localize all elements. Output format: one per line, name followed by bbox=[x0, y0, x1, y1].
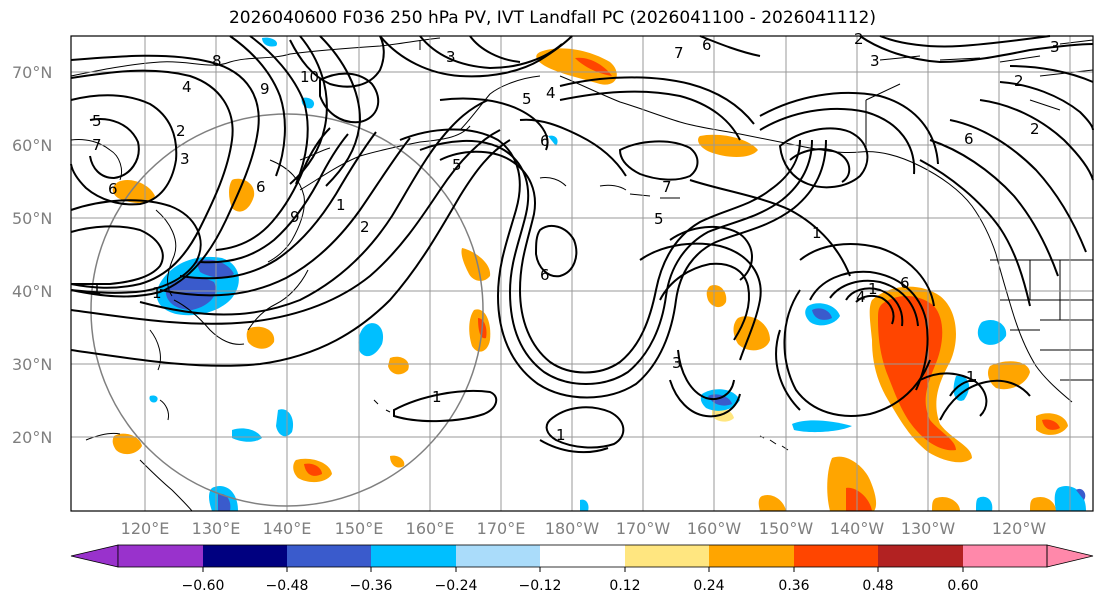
colorbar-tick-label: 0.12 bbox=[609, 578, 640, 594]
colorbar-bin bbox=[118, 545, 203, 567]
lat-label: 50°N bbox=[12, 209, 52, 228]
contour-label: 3 bbox=[1050, 38, 1060, 56]
pv-contours bbox=[70, 35, 1094, 454]
contour-label: 3 bbox=[870, 52, 880, 70]
colorbar: −0.60 −0.48 −0.36 −0.24 −0.12 0.12 0.24 … bbox=[70, 544, 1094, 594]
colorbar-tick-label: 0.36 bbox=[778, 578, 809, 594]
contour-label: 3 bbox=[446, 48, 456, 66]
lon-label: 160°E bbox=[406, 519, 455, 538]
contour-label: 5 bbox=[92, 112, 102, 130]
contour-label: 1 bbox=[812, 224, 822, 242]
contour-label: 9 bbox=[260, 80, 270, 98]
colorbar-bin bbox=[371, 545, 456, 567]
lat-label: 20°N bbox=[12, 428, 52, 447]
positive-shading bbox=[112, 48, 1068, 511]
colorbar-tick-label: −0.24 bbox=[435, 578, 478, 594]
lat-label: 40°N bbox=[12, 282, 52, 301]
colorbar-tick-label: −0.60 bbox=[182, 578, 225, 594]
contour-label: 1 bbox=[92, 280, 102, 298]
contour-label: 5 bbox=[452, 156, 462, 174]
contour-label: 6 bbox=[540, 266, 550, 284]
landfall-radius-circle bbox=[90, 113, 484, 507]
lat-label: 60°N bbox=[12, 136, 52, 155]
lon-label: 150°E bbox=[335, 519, 384, 538]
contour-label: 7 bbox=[674, 44, 684, 62]
longitude-labels: 120°E 130°E 140°E 150°E 160°E 170°E 180°… bbox=[121, 519, 1047, 538]
lon-label: 140°W bbox=[830, 519, 885, 538]
colorbar-tick-label: −0.48 bbox=[266, 578, 309, 594]
contour-label: 1 bbox=[556, 426, 566, 444]
contour-label: 6 bbox=[540, 132, 550, 150]
contour-label: 1 bbox=[432, 388, 442, 406]
colorbar-bin bbox=[287, 545, 371, 567]
contour-label: 6 bbox=[964, 130, 974, 148]
map-title: 2026040600 F036 250 hPa PV, IVT Landfall… bbox=[228, 8, 876, 28]
lat-label: 70°N bbox=[12, 63, 52, 82]
colorbar-bin bbox=[709, 545, 794, 567]
lon-label: 130°W bbox=[901, 519, 956, 538]
contour-label: 2 bbox=[1014, 72, 1024, 90]
colorbar-bin bbox=[456, 545, 540, 567]
contour-label: 2 bbox=[176, 122, 186, 140]
contour-label: 2 bbox=[854, 30, 864, 48]
contour-label: 7 bbox=[92, 136, 102, 154]
lon-label: 160°W bbox=[687, 519, 742, 538]
contour-label: 5 bbox=[522, 90, 532, 108]
contour-label: 9 bbox=[290, 208, 300, 226]
colorbar-tick-label: 0.24 bbox=[693, 578, 724, 594]
contour-label: 7 bbox=[662, 178, 672, 196]
contour-label: 6 bbox=[702, 36, 712, 54]
colorbar-tick-label: −0.12 bbox=[519, 578, 562, 594]
colorbar-tick-label: 0.60 bbox=[947, 578, 978, 594]
contour-labels: 8 9 10 5 4 7 6 3 2 1 1 6 9 2 1 3 5 4 6 2… bbox=[92, 30, 1060, 444]
map-panel: 8 9 10 5 4 7 6 3 2 1 1 6 9 2 1 3 5 4 6 2… bbox=[70, 30, 1094, 512]
contour-label: 4 bbox=[546, 84, 556, 102]
latitude-labels: 70°N 60°N 50°N 40°N 30°N 20°N bbox=[12, 63, 52, 447]
colorbar-tick-label: 0.48 bbox=[862, 578, 893, 594]
contour-label: 1 bbox=[336, 196, 346, 214]
colorbar-outline bbox=[117, 544, 1048, 568]
contour-label: 1 bbox=[966, 368, 976, 386]
contour-label: 2 bbox=[360, 218, 370, 236]
contour-label: 3 bbox=[672, 354, 682, 372]
lon-label: 140°E bbox=[263, 519, 312, 538]
lon-label: 180°W bbox=[545, 519, 600, 538]
colorbar-bin bbox=[625, 545, 709, 567]
lon-label: 120°E bbox=[121, 519, 170, 538]
contour-label: 8 bbox=[212, 52, 222, 70]
lon-label: 120°W bbox=[992, 519, 1047, 538]
contour-label: 6 bbox=[108, 180, 118, 198]
colorbar-extend-min bbox=[70, 544, 119, 568]
contour-label: 3 bbox=[180, 150, 190, 168]
graticule bbox=[71, 36, 1093, 511]
lat-label: 30°N bbox=[12, 355, 52, 374]
contour-label: 6 bbox=[900, 274, 910, 292]
contour-label: 4 bbox=[856, 288, 866, 306]
colorbar-bin bbox=[878, 545, 963, 567]
contour-label: 1 bbox=[868, 280, 878, 298]
colorbar-bin bbox=[963, 545, 1047, 567]
colorbar-bin bbox=[794, 545, 878, 567]
lon-label: 170°E bbox=[477, 519, 526, 538]
map-border bbox=[70, 35, 1094, 512]
contour-label: 1 bbox=[152, 284, 162, 302]
colorbar-bin bbox=[203, 545, 287, 567]
lon-label: 150°W bbox=[759, 519, 814, 538]
contour-label: 10 bbox=[300, 68, 319, 86]
lon-label: 130°E bbox=[192, 519, 241, 538]
contour-label: 2 bbox=[1030, 120, 1040, 138]
colorbar-bin bbox=[540, 545, 625, 567]
contour-label: 5 bbox=[654, 210, 664, 228]
contour-label: 6 bbox=[256, 178, 266, 196]
colorbar-tick-label: −0.36 bbox=[350, 578, 393, 594]
colorbar-extend-max bbox=[1046, 544, 1094, 568]
lon-label: 170°W bbox=[616, 519, 671, 538]
contour-label: 4 bbox=[182, 78, 192, 96]
